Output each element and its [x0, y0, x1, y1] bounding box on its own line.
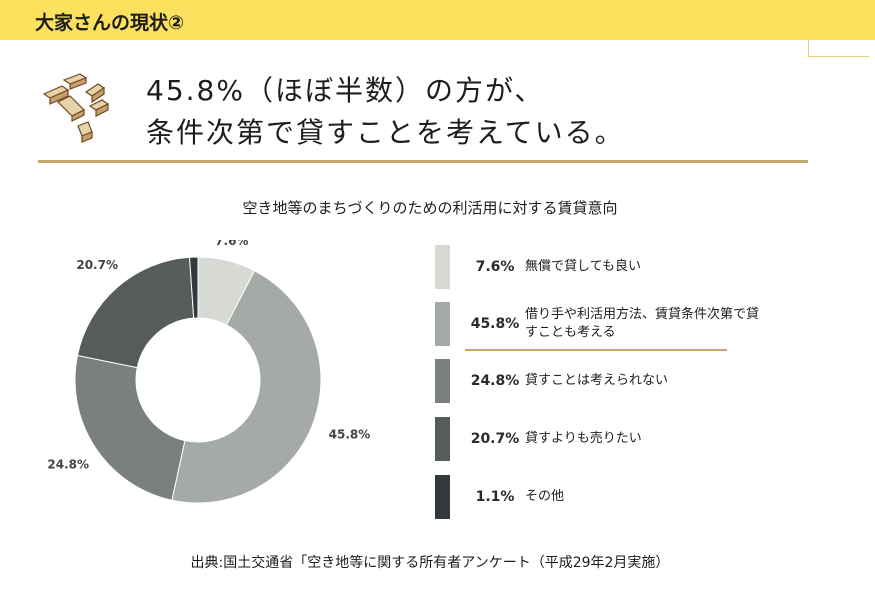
- legend-percent: 24.8%: [470, 373, 520, 389]
- page-title: 大家さんの現状②: [35, 12, 185, 34]
- legend-item: 1.1% その他: [435, 475, 765, 519]
- decorative-bracket: [808, 40, 869, 57]
- donut-chart: 7.6%45.8%24.8%20.7%1.1%: [47, 240, 370, 504]
- legend-percent: 1.1%: [475, 489, 515, 505]
- slice-data-label: 24.8%: [47, 458, 89, 472]
- headline-line-2: 条件次第で貸すことを考えている。: [146, 116, 625, 149]
- headline-line-1: 45.8%（ほぼ半数）の方が、: [146, 74, 545, 107]
- legend-percent: 45.8%: [470, 316, 520, 332]
- slice-data-label: 7.6%: [215, 240, 248, 248]
- legend-swatch: [435, 359, 450, 403]
- headline: 45.8%（ほぼ半数）の方が、 条件次第で貸すことを考えている。: [146, 70, 625, 154]
- wooden-blocks-icon: [42, 73, 110, 143]
- legend-item: 20.7% 貸すよりも売りたい: [435, 417, 765, 461]
- legend-percent: 7.6%: [475, 259, 515, 275]
- legend-item: 45.8% 借り手や利活用方法、賃貸条件次第で貸すことも考える: [435, 302, 765, 346]
- legend-swatch: [435, 475, 450, 519]
- chart-title: 空き地等のまちづくりのための利活用に対する賃貸意向: [242, 199, 618, 217]
- headline-divider: [38, 160, 808, 163]
- legend-highlight-underline: [465, 349, 727, 351]
- header-bar: 大家さんの現状②: [0, 0, 875, 40]
- legend-percent: 20.7%: [470, 431, 520, 447]
- source-citation: 出典:国土交通省「空き地等に関する所有者アンケート（平成29年2月実施）: [190, 555, 670, 571]
- legend-swatch: [435, 245, 450, 289]
- legend-label: 無償で貸しても良い: [525, 259, 641, 274]
- legend-label: 借り手や利活用方法、賃貸条件次第で貸すことも考える: [525, 307, 760, 340]
- legend-label: 貸すことは考えられない: [525, 373, 669, 388]
- legend-swatch: [435, 417, 450, 461]
- legend-label: その他: [525, 489, 565, 504]
- slice-data-label: 20.7%: [76, 258, 118, 272]
- donut-slice: [188, 256, 199, 319]
- legend-swatch: [435, 302, 450, 346]
- legend-item: 7.6% 無償で貸しても良い: [435, 245, 765, 289]
- legend-item: 24.8% 貸すことは考えられない: [435, 359, 765, 403]
- slice-data-label: 45.8%: [329, 428, 370, 442]
- legend-label: 貸すよりも売りたい: [525, 431, 642, 446]
- donut-slice: [76, 256, 195, 369]
- donut-slice: [171, 270, 322, 504]
- donut-slice: [74, 354, 186, 501]
